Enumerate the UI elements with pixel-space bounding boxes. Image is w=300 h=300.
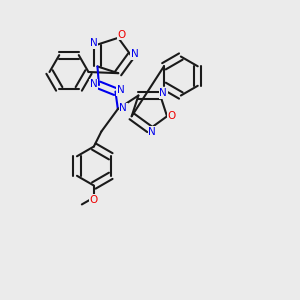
Text: N: N [117, 85, 125, 95]
Text: N: N [159, 88, 167, 98]
Text: N: N [131, 49, 139, 59]
Text: N: N [90, 79, 98, 89]
Text: O: O [167, 111, 176, 121]
Text: O: O [90, 195, 98, 205]
Text: O: O [118, 30, 126, 40]
Text: N: N [90, 38, 98, 48]
Text: N: N [148, 127, 156, 136]
Text: N: N [119, 103, 127, 113]
